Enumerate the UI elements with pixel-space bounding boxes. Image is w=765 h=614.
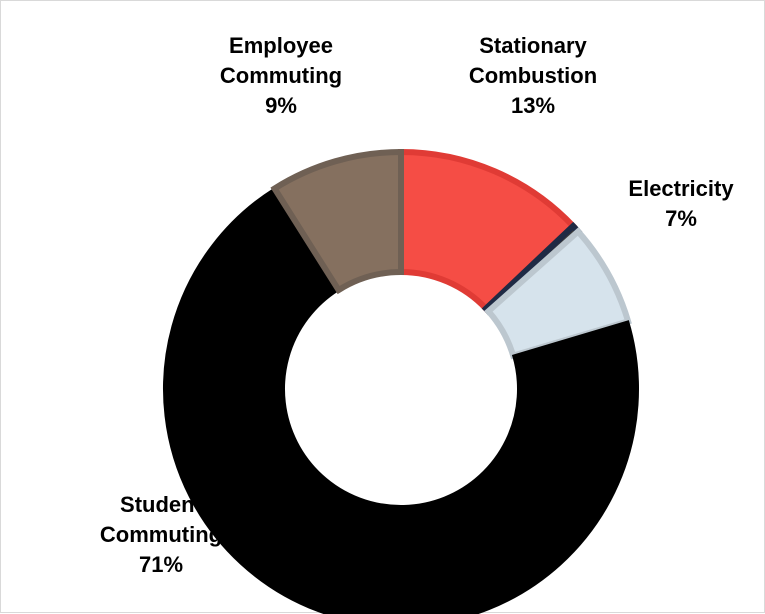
label-employee-commuting-name-2: Commuting (219, 63, 343, 88)
label-electricity-pct: 7% (665, 206, 697, 231)
label-stationary-combustion-pct: 13% (510, 93, 556, 118)
slice-student-commuting (163, 187, 639, 614)
label-stationary-combustion-name-1: Stationary (479, 33, 587, 58)
label-employee-commuting-pct: 9% (265, 93, 297, 118)
slice-stationary-combustion (398, 148, 578, 313)
slice-employee-commuting (270, 148, 404, 295)
label-electricity: Electricity 7% (606, 174, 756, 234)
label-student-commuting-pct: 71% (138, 552, 184, 577)
label-electricity-name: Electricity (628, 176, 734, 201)
label-employee-commuting: Employee Commuting 9% (196, 31, 366, 121)
label-student-commuting-name-2: Commuting (99, 522, 223, 547)
label-student-commuting-name-1: Student (120, 492, 202, 517)
label-employee-commuting-name-1: Employee (229, 33, 333, 58)
label-stationary-combustion: Stationary Combustion 13% (448, 31, 618, 121)
label-student-commuting: Student Commuting 71% (76, 490, 246, 580)
label-stationary-combustion-name-2: Combustion (468, 63, 598, 88)
